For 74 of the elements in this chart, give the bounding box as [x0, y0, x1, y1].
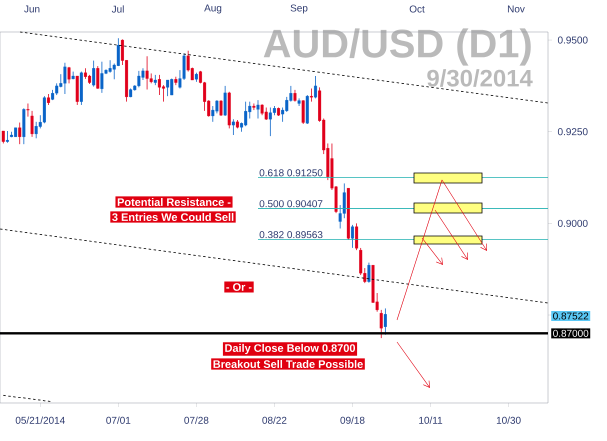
candlestick: [68, 66, 71, 84]
ref-line-label: 0.618 0.91250: [260, 169, 323, 176]
candlestick: [215, 100, 218, 114]
candlestick: [342, 183, 346, 219]
annotation: - Or -: [226, 283, 252, 291]
x-tick-label: 05/21/2014: [16, 416, 65, 424]
text: Oct: [410, 5, 425, 13]
x-tick-label: 10/11: [419, 416, 442, 424]
candlestick: [302, 100, 305, 124]
text: Jul: [112, 5, 124, 13]
candlestick: [30, 110, 34, 138]
text: Sep: [290, 4, 308, 14]
ref-line-label: 0.500 0.90407: [260, 200, 322, 208]
candlestick: [268, 107, 272, 137]
candlestick: [46, 94, 50, 106]
candlestick: [116, 38, 120, 66]
candlestick: [14, 127, 18, 138]
candlestick: [6, 130, 9, 144]
annotation: 3 Entries We Could Sell: [112, 212, 234, 222]
candlestick: [2, 130, 5, 144]
candlestick: [63, 62, 66, 94]
candlestick: [220, 100, 223, 116]
candlestick: [314, 76, 318, 99]
candlestick: [260, 104, 264, 116]
candlestick: [158, 74, 161, 96]
candlestick: [310, 88, 313, 102]
y-tick-label: 0.9500: [558, 36, 588, 44]
candlestick: [170, 78, 174, 96]
y-tick-label: 0.9000: [558, 220, 588, 227]
ref-line-label: 0.382 0.89563: [260, 231, 322, 238]
x-tick-label: 07/01: [106, 416, 130, 424]
text: 9/30/2014: [427, 69, 533, 87]
candlestick: [166, 80, 170, 97]
candlestick: [88, 74, 92, 84]
text: Jun: [24, 6, 40, 12]
candlestick: [350, 224, 354, 248]
candlestick: [244, 101, 248, 127]
candlestick: [264, 107, 268, 120]
x-tick-label: 07/28: [184, 416, 208, 424]
annotation: Potential Resistance -: [118, 198, 230, 206]
candlestick: [194, 72, 198, 82]
candlestick: [232, 118, 235, 136]
candlestick: [380, 309, 383, 339]
candlestick: [355, 222, 358, 251]
candlestick: [26, 103, 30, 118]
annotation: Breakout Sell Trade Possible: [214, 360, 363, 368]
candlestick: [18, 122, 22, 145]
ref-line-label: 0.87000: [553, 330, 588, 337]
candlestick: [285, 96, 288, 112]
candlestick: [150, 73, 153, 84]
x-tick-label: 10/30: [496, 416, 521, 424]
x-tick-label: 09/18: [340, 416, 365, 424]
candlestick: [154, 74, 157, 86]
candlestick: [256, 100, 260, 119]
y-tick-label: 0.9250: [558, 128, 588, 136]
candlestick: [384, 308, 387, 336]
line-series: [2, 394, 53, 402]
candlestick: [92, 60, 96, 88]
candlestick: [34, 121, 38, 139]
candlestick: [293, 90, 296, 102]
text: Aug: [204, 4, 222, 14]
text: Nov: [508, 6, 525, 12]
x-tick-label: 08/22: [262, 416, 286, 424]
candlestick: [108, 60, 112, 74]
candlestick: [137, 70, 140, 88]
text: 0.87522: [553, 312, 588, 320]
candlestick: [272, 106, 276, 116]
candlestick: [100, 61, 104, 94]
candlestick: [96, 66, 100, 90]
candlestick: [224, 85, 227, 116]
annotation: Daily Close Below 0.8700: [225, 344, 356, 354]
chart-title: AUD/USD (D1): [264, 28, 531, 66]
candlestick: [367, 262, 370, 284]
candlestick: [146, 56, 149, 90]
